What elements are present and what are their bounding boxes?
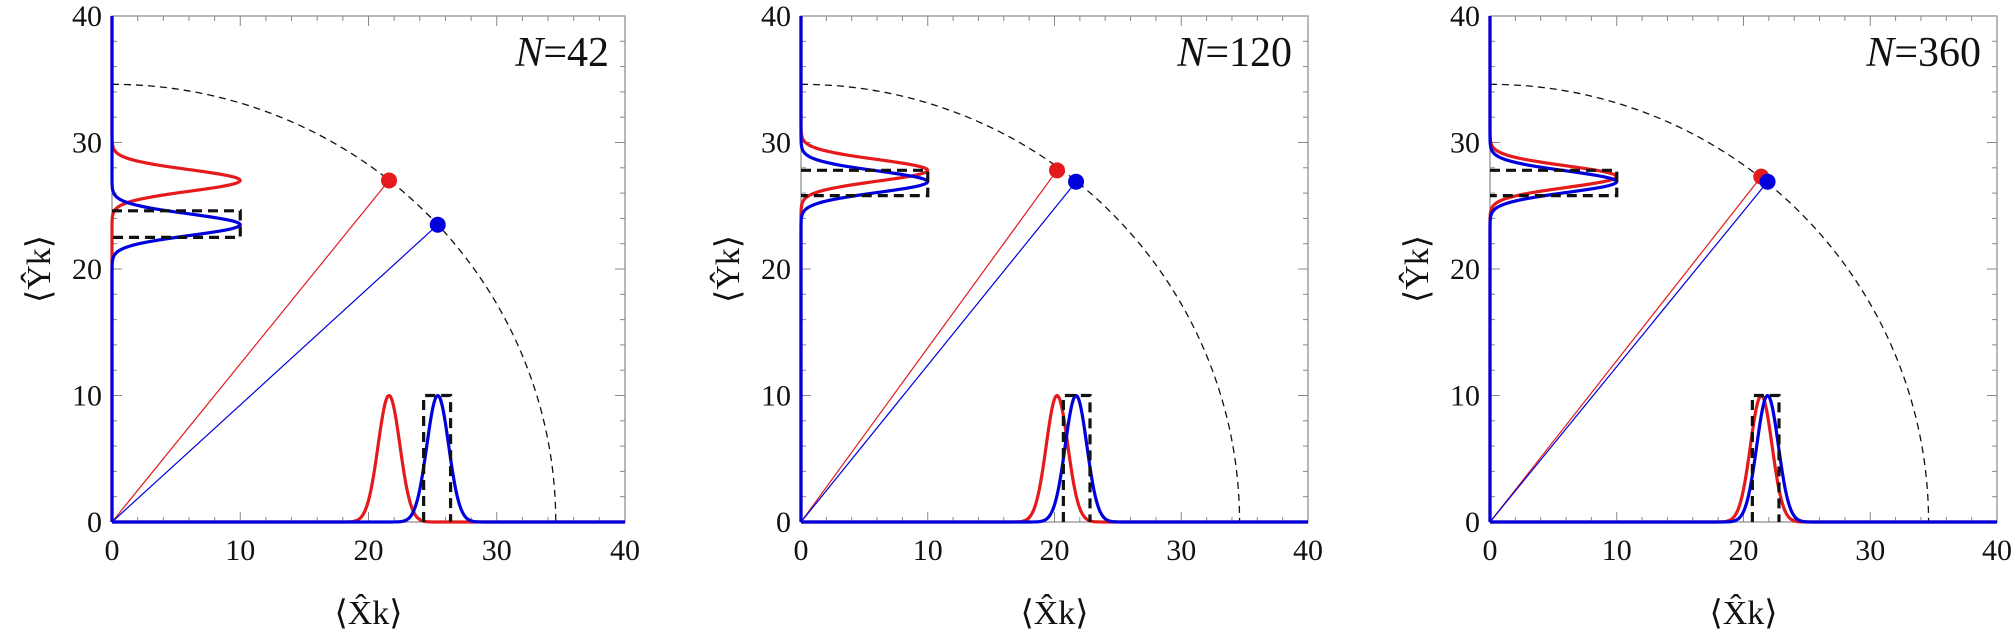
x-tick-label: 0	[794, 534, 809, 567]
y-tick-label: 10	[1450, 380, 1480, 413]
x-tick-label: 10	[225, 534, 255, 567]
x-tick-label: 0	[105, 534, 120, 567]
panel-label: N=120	[1176, 30, 1292, 76]
y-tick-label: 0	[776, 506, 791, 539]
data-point	[429, 216, 446, 233]
panel-1: 0 10 20 30 40 0 10 20 30 40 N=42 ⟨X̂k⟩ ⟨Ŷk⟩	[21, 0, 640, 632]
y-tick-label: 0	[1465, 506, 1480, 539]
x-tick-label: 20	[354, 534, 384, 567]
x-axis-label: ⟨X̂k⟩	[1020, 593, 1088, 632]
x-distribution-curve	[111, 393, 626, 524]
plot-frame	[1489, 15, 1998, 523]
x-distribution-curve	[1489, 393, 1998, 524]
x-window-box	[1750, 393, 1781, 522]
circle-arc	[1489, 83, 1930, 523]
circle-arc	[800, 83, 1241, 523]
data-point	[381, 172, 398, 189]
y-tick-label: 30	[72, 127, 102, 160]
y-tick-label: 40	[761, 0, 791, 33]
x-window-box	[422, 393, 453, 522]
y-tick-label: 20	[1450, 253, 1480, 286]
y-tick-label: 20	[761, 253, 791, 286]
x-distribution-curve	[800, 393, 1309, 524]
y-tick-label: 40	[1450, 0, 1480, 33]
ray-line	[1489, 181, 1769, 523]
ray-line	[111, 224, 439, 523]
ray-line	[111, 180, 390, 523]
x-tick-label: 20	[1729, 534, 1759, 567]
x-tick-label: 0	[1483, 534, 1498, 567]
ray-line	[800, 181, 1077, 523]
data-point	[1049, 162, 1066, 179]
y-tick-label: 10	[761, 380, 791, 413]
data-point	[1759, 173, 1776, 190]
y-tick-label: 30	[761, 127, 791, 160]
x-tick-label: 10	[1602, 534, 1632, 567]
y-window-box	[1490, 168, 1619, 198]
y-distribution-curve	[110, 15, 242, 523]
y-axis-label: ⟨Ŷk⟩	[21, 235, 58, 303]
circle-arc	[111, 83, 557, 523]
y-tick-label: 0	[87, 506, 102, 539]
x-tick-label: 10	[913, 534, 943, 567]
y-distribution-curve	[1488, 15, 1619, 523]
x-tick-label: 40	[610, 534, 640, 567]
x-distribution-curve	[111, 393, 626, 524]
ray-line	[800, 169, 1058, 523]
ray-line	[1489, 176, 1762, 523]
y-window-box	[801, 168, 930, 198]
plot-frame	[800, 15, 1309, 523]
panel-label: N=360	[1865, 30, 1981, 76]
panel-3: 0 10 20 30 40 0 10 20 30 40 N=360 ⟨X̂k⟩ ⟨Ŷk⟩	[1399, 0, 2012, 632]
x-tick-label: 30	[482, 534, 512, 567]
x-tick-label: 30	[1855, 534, 1885, 567]
data-point	[1068, 173, 1085, 190]
x-tick-label: 40	[1982, 534, 2012, 567]
x-tick-label: 40	[1293, 534, 1323, 567]
y-axis-label: ⟨Ŷk⟩	[710, 235, 747, 303]
y-distribution-curve	[1488, 15, 1619, 523]
y-axis-label: ⟨Ŷk⟩	[1399, 235, 1436, 303]
panel-label: N=42	[514, 30, 609, 76]
y-tick-label: 30	[1450, 127, 1480, 160]
x-tick-label: 30	[1166, 534, 1196, 567]
y-distribution-curve	[799, 15, 930, 523]
x-window-box	[1061, 393, 1092, 522]
y-distribution-curve	[799, 15, 930, 523]
y-tick-label: 40	[72, 0, 102, 33]
x-distribution-curve	[1489, 393, 1998, 524]
plot-frame	[111, 15, 626, 523]
y-tick-label: 20	[72, 253, 102, 286]
y-distribution-curve	[110, 15, 242, 523]
x-axis-label: ⟨X̂k⟩	[334, 593, 402, 632]
x-axis-label: ⟨X̂k⟩	[1709, 593, 1777, 632]
panel-2: 0 10 20 30 40 0 10 20 30 40 N=120 ⟨X̂k⟩ ⟨Ŷk⟩	[710, 0, 1323, 632]
x-tick-label: 20	[1040, 534, 1070, 567]
y-window-box	[112, 209, 242, 239]
y-tick-label: 10	[72, 380, 102, 413]
